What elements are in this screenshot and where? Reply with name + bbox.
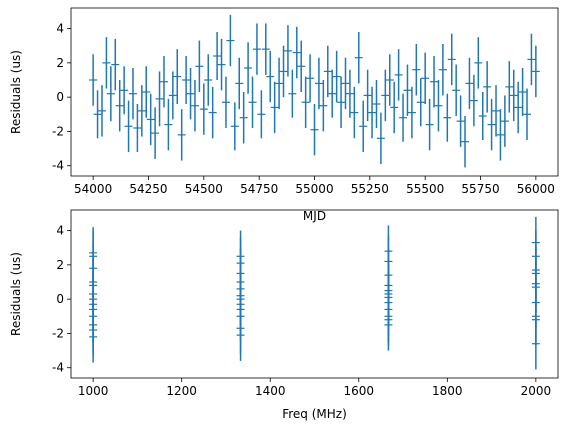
x-tick-label: 1800: [432, 384, 463, 398]
y-tick-label: 0: [56, 90, 64, 104]
x-tick-label: 1000: [78, 384, 109, 398]
y-tick-label: 4: [56, 22, 64, 36]
y-tick-label: -4: [52, 361, 64, 375]
x-tick-label: 1200: [166, 384, 197, 398]
x-axis-label: MJD: [303, 209, 326, 223]
x-axis-label: Freq (MHz): [282, 407, 347, 421]
x-tick-label: 1400: [255, 384, 286, 398]
mjd-residuals-panel: 54000 54250 54500 54750 55000 55250 55500 55750…: [9, 7, 559, 223]
x-tick-label: 56000: [517, 182, 555, 196]
x-tick-label: 1600: [343, 384, 374, 398]
x-tick-label: 55750: [461, 182, 499, 196]
x-tick-label: 54000: [74, 182, 112, 196]
y-tick-label: -4: [52, 159, 64, 173]
y-tick-label: 2: [56, 258, 64, 272]
x-tick-label: 2000: [521, 384, 552, 398]
x-tick-label: 55500: [406, 182, 444, 196]
x-tick-label: 55000: [295, 182, 333, 196]
x-tick-label: 54250: [129, 182, 167, 196]
axes-frame: [70, 209, 559, 379]
x-tick-label: 54750: [240, 182, 278, 196]
x-tick-label: 55250: [351, 182, 389, 196]
freq-residuals-panel: 1000 1200 1400 1600 1800 2000 -4 -2 0 2 4 Freq (MHz…: [9, 209, 559, 421]
y-tick-label: -2: [52, 124, 64, 138]
y-axis-label: Residuals (us): [9, 50, 23, 134]
y-tick-label: 4: [56, 224, 64, 238]
x-tick-label: 54500: [185, 182, 223, 196]
y-tick-label: -2: [52, 326, 64, 340]
y-axis-label: Residuals (us): [9, 252, 23, 336]
y-tick-label: 2: [56, 56, 64, 70]
y-tick-label: 0: [56, 292, 64, 306]
